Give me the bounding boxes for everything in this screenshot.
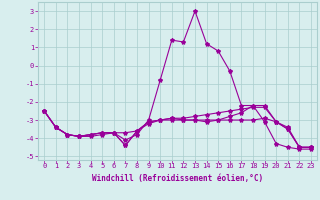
X-axis label: Windchill (Refroidissement éolien,°C): Windchill (Refroidissement éolien,°C) bbox=[92, 174, 263, 183]
